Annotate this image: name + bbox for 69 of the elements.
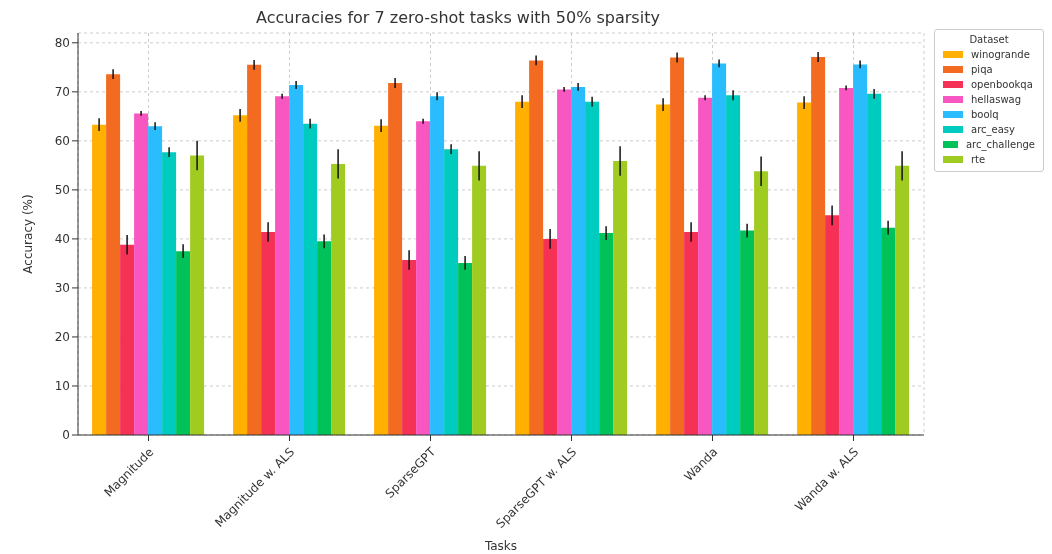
y-axis-title: Accuracy (%)	[21, 194, 36, 274]
bar	[106, 74, 121, 435]
bar	[92, 124, 107, 435]
bar	[571, 86, 586, 435]
bar	[839, 87, 854, 435]
bar	[712, 63, 727, 435]
bar	[670, 57, 685, 435]
y-tick-label: 30	[54, 281, 70, 296]
bar	[374, 125, 389, 435]
bar	[881, 227, 896, 435]
bar	[853, 64, 868, 435]
bar	[317, 241, 332, 435]
bar	[754, 171, 769, 435]
y-tick-label: 10	[54, 379, 70, 394]
bar	[458, 262, 473, 435]
bar	[388, 83, 403, 435]
bar	[684, 232, 699, 435]
legend-label: rte	[971, 154, 986, 165]
bar	[190, 155, 205, 435]
bar	[585, 101, 600, 435]
bar	[867, 93, 882, 435]
bar	[515, 101, 530, 435]
bar	[811, 57, 826, 435]
bar	[303, 123, 318, 435]
bar	[557, 89, 572, 435]
legend-label: arc_easy	[971, 124, 1015, 135]
bar	[895, 165, 910, 435]
legend-label: boolq	[971, 109, 999, 120]
bar	[613, 160, 628, 435]
bar	[726, 95, 741, 435]
bar	[402, 259, 417, 435]
bar	[289, 84, 304, 435]
bar	[416, 121, 431, 435]
bar	[472, 165, 487, 435]
bar	[261, 232, 276, 435]
legend-label: openbookqa	[971, 79, 1033, 90]
bar	[543, 238, 558, 435]
bar	[247, 64, 262, 435]
bar	[176, 251, 191, 435]
bar	[599, 233, 614, 435]
y-tick-label: 80	[54, 36, 70, 51]
bar	[529, 60, 544, 435]
bar	[825, 215, 840, 435]
y-tick-label: 70	[54, 85, 70, 100]
bar	[120, 244, 135, 435]
legend-title: Dataset	[968, 34, 1010, 45]
legend-label: hellaswag	[971, 94, 1022, 105]
bar	[233, 115, 248, 435]
bar	[797, 102, 812, 435]
y-tick-label: 50	[54, 183, 70, 198]
legend-label: piqa	[971, 64, 993, 75]
y-tick-label: 40	[54, 232, 70, 247]
bar	[740, 230, 755, 435]
bar	[148, 126, 163, 435]
y-tick-label: 0	[62, 428, 70, 443]
legend-label: winogrande	[971, 49, 1030, 60]
y-tick-label: 60	[54, 134, 70, 149]
bar	[331, 163, 346, 435]
bar	[698, 97, 713, 435]
chart-title: Accuracies for 7 zero-shot tasks with 50% sparsity	[255, 8, 661, 27]
bar	[162, 152, 177, 435]
bar	[656, 104, 671, 435]
y-tick-label: 20	[54, 330, 70, 345]
bar	[430, 96, 445, 435]
bar	[275, 96, 290, 435]
x-axis-title: Tasks	[483, 539, 518, 553]
bar	[444, 149, 459, 435]
bar	[134, 113, 149, 435]
legend-label: arc_challenge	[965, 139, 1035, 150]
